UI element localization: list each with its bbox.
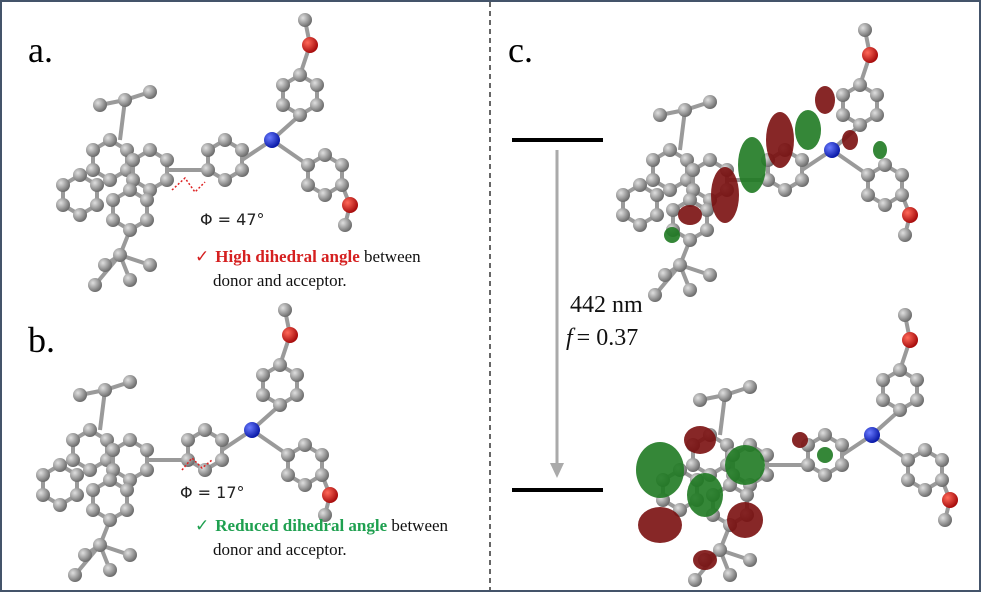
text-span: ✓ <box>195 247 209 266</box>
note: ✓ Reduced dihedral angle between <box>195 516 449 535</box>
angle: Φ = 47° <box>200 210 265 229</box>
note: ✓ High dihedral angle between <box>195 247 421 266</box>
oscillator: f= 0.37 <box>566 325 638 351</box>
panel-label: a. <box>28 30 53 70</box>
figure: a. Φ = 47° ✓High dihedral angle between … <box>0 0 981 592</box>
text-span: ✓ <box>195 516 209 535</box>
text-span: Reduced dihedral angle <box>215 516 387 535</box>
note: donor and acceptor. <box>213 271 347 290</box>
note: donor and acceptor. <box>213 540 347 559</box>
panel-label: b. <box>28 320 55 360</box>
text-span: High dihedral angle <box>215 247 360 266</box>
text-span: between <box>360 247 421 266</box>
wavelength: 442 nm <box>570 292 643 318</box>
text-span: between <box>387 516 448 535</box>
angle: Φ = 17° <box>180 483 245 502</box>
text-span: = 0.37 <box>577 325 639 351</box>
panel-label: c. <box>508 30 533 70</box>
